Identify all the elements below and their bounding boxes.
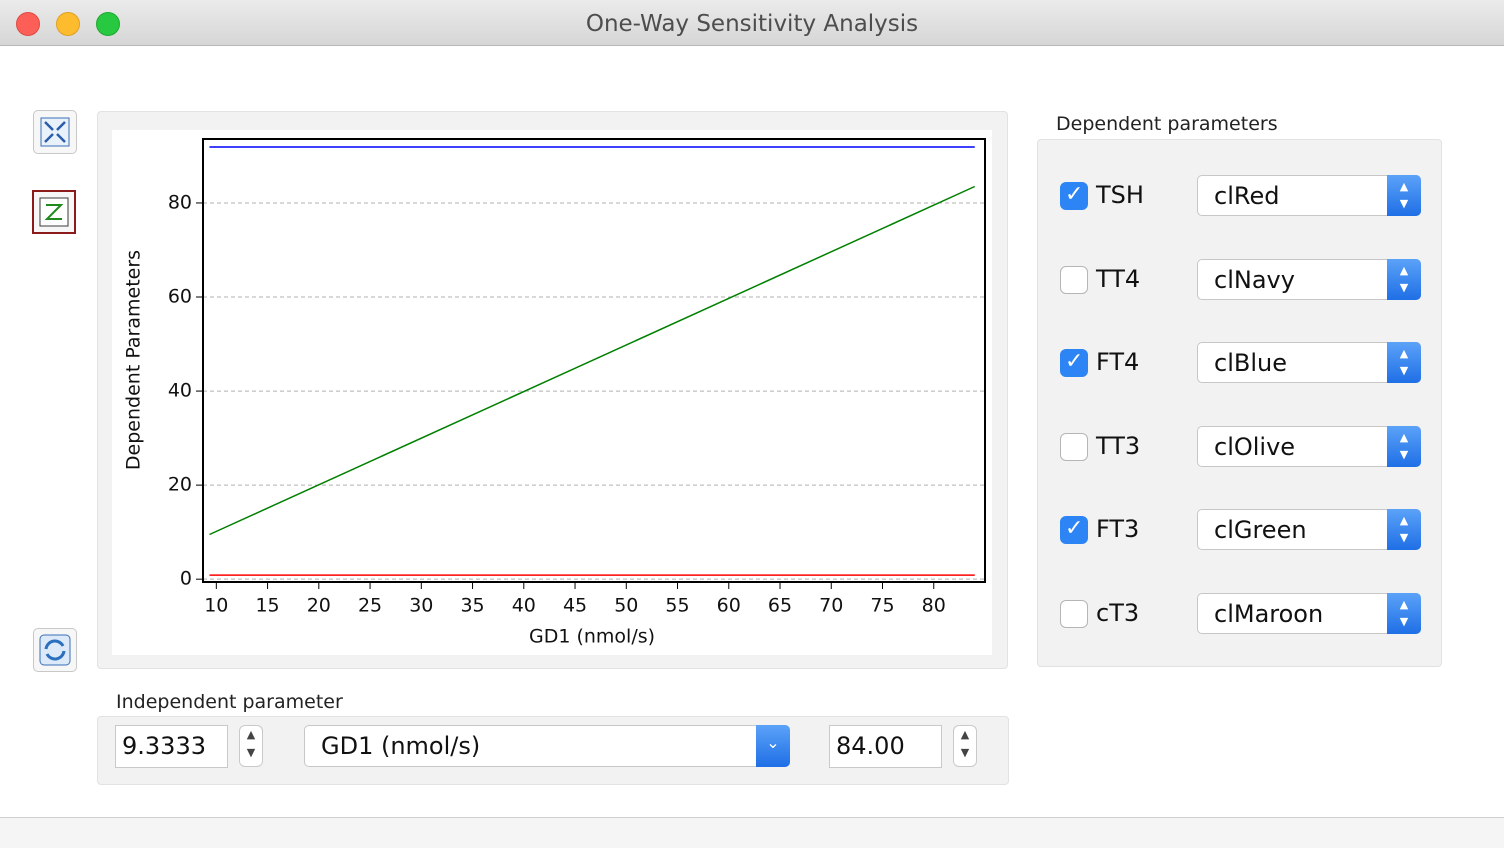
color-select[interactable]: clOlive ▲ ▼ <box>1197 425 1421 467</box>
window-title: One-Way Sensitivity Analysis <box>585 11 919 37</box>
select-button: ▲ ▼ <box>1387 425 1421 467</box>
select-button: ▲ ▼ <box>1387 175 1421 216</box>
color-select[interactable]: clBlue ▲ ▼ <box>1197 342 1421 383</box>
select-button: ⌄ <box>756 725 790 767</box>
y-tick-label: 40 <box>168 380 192 402</box>
x-tick-label: 20 <box>307 595 331 617</box>
checkbox[interactable] <box>1060 599 1088 628</box>
checkbox-label: cT3 <box>1096 598 1140 627</box>
color-value: clBlue <box>1214 349 1287 377</box>
x-tick-label: 45 <box>563 595 587 617</box>
checkbox[interactable] <box>1060 432 1088 461</box>
checkbox[interactable] <box>1060 265 1088 294</box>
color-value: clGreen <box>1214 516 1307 544</box>
title-bar: One-Way Sensitivity Analysis <box>0 0 1504 46</box>
select-button: ▲ ▼ <box>1387 592 1421 634</box>
parameter-value: GD1 (nmol/s) <box>321 732 481 760</box>
checkbox-label: TSH <box>1096 181 1144 209</box>
select-button: ▲ ▼ <box>1387 258 1421 300</box>
y-tick-label: 80 <box>168 191 192 213</box>
x-tick-label: 60 <box>717 595 741 617</box>
x-tick-label: 10 <box>204 595 228 617</box>
select-button: ▲ ▼ <box>1387 342 1421 383</box>
x-tick-label: 50 <box>614 595 638 617</box>
plot-frame <box>202 138 986 583</box>
dependent-panel <box>1037 139 1442 667</box>
x-axis-label: GD1 (nmol/s) <box>529 626 655 648</box>
x-tick-label: 40 <box>512 595 536 617</box>
color-value: clNavy <box>1214 265 1295 294</box>
color-select[interactable]: clMaroon ▲ ▼ <box>1197 592 1421 634</box>
parameter-select[interactable]: GD1 (nmol/s) ⌄ <box>304 725 790 767</box>
color-value: clRed <box>1214 182 1280 210</box>
zoom-tool-button[interactable] <box>32 190 76 234</box>
refresh-button[interactable] <box>33 628 77 672</box>
color-select[interactable]: clGreen ▲ ▼ <box>1197 509 1421 550</box>
x-tick-label: 80 <box>922 595 946 617</box>
icon <box>39 634 71 666</box>
chart: Dependent Parameters GD1 (nmol/s) 0 20 40 6… <box>112 130 992 655</box>
status-bar <box>0 817 1504 848</box>
icon <box>39 197 69 227</box>
series-line <box>209 185 976 536</box>
fullscreen-button[interactable] <box>33 110 77 154</box>
checkbox[interactable] <box>1060 182 1088 210</box>
y-tick-label: 60 <box>168 286 192 308</box>
zoom-button[interactable] <box>96 12 120 36</box>
x-tick-label: 15 <box>255 595 279 617</box>
color-select[interactable]: clNavy ▲ ▼ <box>1197 258 1421 300</box>
x-tick-label: 55 <box>665 595 689 617</box>
close-button[interactable] <box>16 12 40 36</box>
color-value: clOlive <box>1214 432 1296 461</box>
minimize-button[interactable] <box>56 12 80 36</box>
y-tick-label: 0 <box>180 568 192 590</box>
x-tick-label: 35 <box>460 595 484 617</box>
x-tick-label: 30 <box>409 595 433 617</box>
checkbox-label: TT4 <box>1096 264 1141 293</box>
checkbox-label: TT3 <box>1096 431 1141 460</box>
independent-title: Independent parameter <box>116 691 343 713</box>
dependent-title: Dependent parameters <box>1056 113 1278 135</box>
icon <box>40 117 70 147</box>
checkbox[interactable] <box>1060 349 1088 377</box>
x-tick-label: 75 <box>870 595 894 617</box>
max-input[interactable]: 84.00 <box>829 725 942 768</box>
x-tick-label: 25 <box>358 595 382 617</box>
y-tick-label: 20 <box>168 474 192 496</box>
select-button: ▲ ▼ <box>1387 509 1421 550</box>
x-tick-label: 70 <box>819 595 843 617</box>
min-stepper[interactable]: ▲ ▼ <box>239 725 263 767</box>
checkbox-label: FT4 <box>1096 348 1140 376</box>
color-value: clMaroon <box>1214 599 1324 628</box>
checkbox-label: FT3 <box>1096 515 1140 543</box>
x-tick-label: 65 <box>768 595 792 617</box>
y-axis-label: Dependent Parameters <box>123 250 145 470</box>
checkbox[interactable] <box>1060 516 1088 544</box>
min-input[interactable]: 9.3333 <box>115 725 228 768</box>
max-stepper[interactable]: ▲ ▼ <box>953 725 977 767</box>
color-select[interactable]: clRed ▲ ▼ <box>1197 175 1421 216</box>
